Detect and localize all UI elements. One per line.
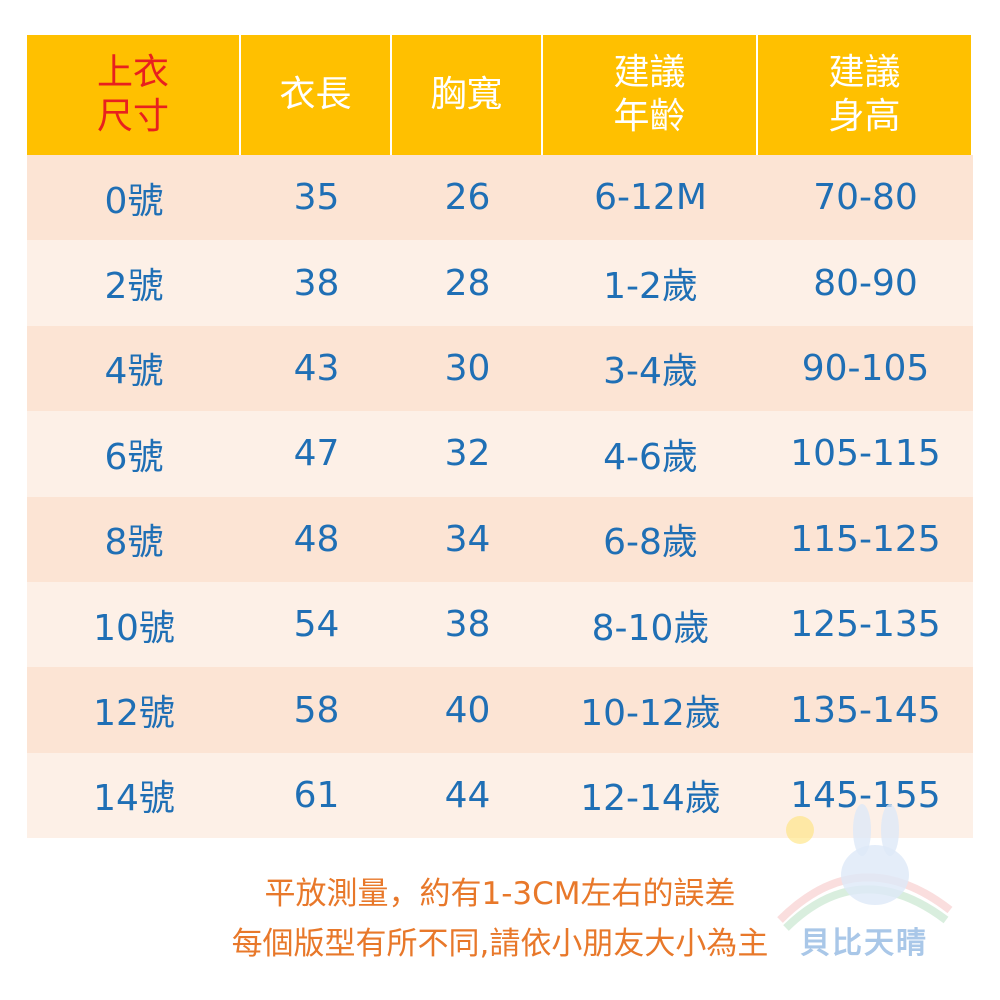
body-cell: 14號 bbox=[27, 752, 241, 839]
body-cell: 4-6歲 bbox=[543, 411, 758, 497]
body-cell: 58 bbox=[241, 667, 392, 753]
body-cell: 3-4歲 bbox=[543, 325, 758, 412]
note: 平放測量，約有1-3CM左右的誤差 bbox=[264, 876, 736, 912]
body-cell: 8-10歲 bbox=[543, 582, 758, 668]
body-cell: 4號 bbox=[27, 325, 241, 412]
header-text: 尺寸 bbox=[96, 96, 169, 137]
body-cell: 12-14歲 bbox=[543, 752, 758, 839]
body-cell: 6號 bbox=[27, 411, 241, 497]
body-cell: 61 bbox=[241, 752, 392, 839]
body-cell: 125-135 bbox=[758, 582, 973, 668]
body-cell: 34 bbox=[392, 496, 543, 582]
body-cell: 70-80 bbox=[758, 155, 973, 241]
body-cell: 10號 bbox=[27, 582, 241, 668]
body-cell: 48 bbox=[241, 496, 392, 582]
header-text: 上衣 bbox=[96, 52, 169, 93]
body-cell: 26 bbox=[392, 155, 543, 241]
body-cell: 47 bbox=[241, 411, 392, 497]
body-cell: 10-12歲 bbox=[543, 667, 758, 753]
body-cell: 6-8歲 bbox=[543, 496, 758, 582]
header-text: 年齡 bbox=[613, 96, 686, 137]
body-cell: 40 bbox=[392, 667, 543, 753]
body-cell: 32 bbox=[392, 411, 543, 497]
body-cell: 38 bbox=[392, 582, 543, 668]
header-text: 建議 bbox=[828, 52, 901, 93]
body-cell: 115-125 bbox=[758, 496, 973, 582]
header-cell: 胸寬 bbox=[392, 35, 543, 155]
body-cell: 44 bbox=[392, 752, 543, 839]
body-cell: 35 bbox=[241, 155, 392, 241]
body-cell: 105-115 bbox=[758, 411, 973, 497]
logo-text: 貝比天晴 bbox=[800, 926, 928, 961]
note: 每個版型有所不同,請依小朋友大小為主 bbox=[231, 926, 769, 962]
logo-art bbox=[777, 804, 953, 931]
body-cell: 8號 bbox=[27, 496, 241, 582]
body-cell: 28 bbox=[392, 240, 543, 326]
body-cell: 38 bbox=[241, 240, 392, 326]
header-text: 建議 bbox=[613, 52, 686, 93]
body-cell: 0號 bbox=[27, 155, 241, 241]
header-text: 衣長 bbox=[279, 74, 352, 115]
body-cell: 1-2歲 bbox=[543, 240, 758, 326]
body-cell: 12號 bbox=[27, 667, 241, 753]
header-cell: 上衣 尺寸 bbox=[27, 35, 241, 155]
header-text: 胸寬 bbox=[430, 74, 503, 115]
body-cell: 54 bbox=[241, 582, 392, 668]
body-cell: 90-105 bbox=[758, 325, 973, 412]
body-cell: 80-90 bbox=[758, 240, 973, 326]
body-cell: 43 bbox=[241, 325, 392, 412]
body-cell: 2號 bbox=[27, 240, 241, 326]
header-cell: 建議 身高 bbox=[758, 35, 973, 155]
header-cell: 衣長 bbox=[241, 35, 392, 155]
header-cell: 建議 年齡 bbox=[543, 35, 758, 155]
header-text: 身高 bbox=[828, 96, 901, 137]
body-cell: 135-145 bbox=[758, 667, 973, 753]
body-cell: 30 bbox=[392, 325, 543, 412]
body-cell: 6-12M bbox=[543, 155, 758, 241]
